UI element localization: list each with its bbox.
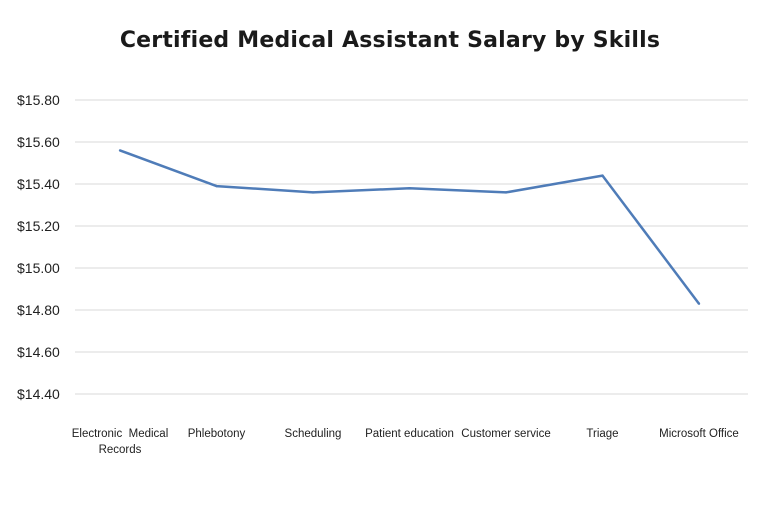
data-point [504,191,508,194]
x-tick-label: Customer service [461,428,550,440]
y-tick-label: $15.80 [17,92,60,108]
x-tick-label: Records [99,444,142,456]
y-tick-label: $14.40 [17,386,60,402]
y-tick-label: $15.00 [17,260,60,276]
x-tick-label: Triage [586,428,618,440]
y-tick-label: $14.60 [17,344,60,360]
x-tick-label: Phlebotony [188,428,246,440]
data-point [118,149,122,152]
y-tick-label: $14.80 [17,302,60,318]
chart-title: Certified Medical Assistant Salary by Sk… [119,28,661,53]
x-tick-label: Electronic Medical [72,428,169,440]
data-point [601,174,604,177]
data-point [215,184,218,188]
x-tick-label: Patient education [365,428,454,440]
y-tick-label: $15.20 [17,218,60,234]
y-tick-label: $15.40 [17,176,60,192]
x-tick-label: Scheduling [285,428,342,440]
series-line [119,149,700,305]
x-tick-label: Microsoft Office [659,428,739,440]
data-point [408,187,411,190]
y-tick-label: $15.60 [17,134,60,150]
data-point [697,302,701,305]
data-point [311,191,315,194]
